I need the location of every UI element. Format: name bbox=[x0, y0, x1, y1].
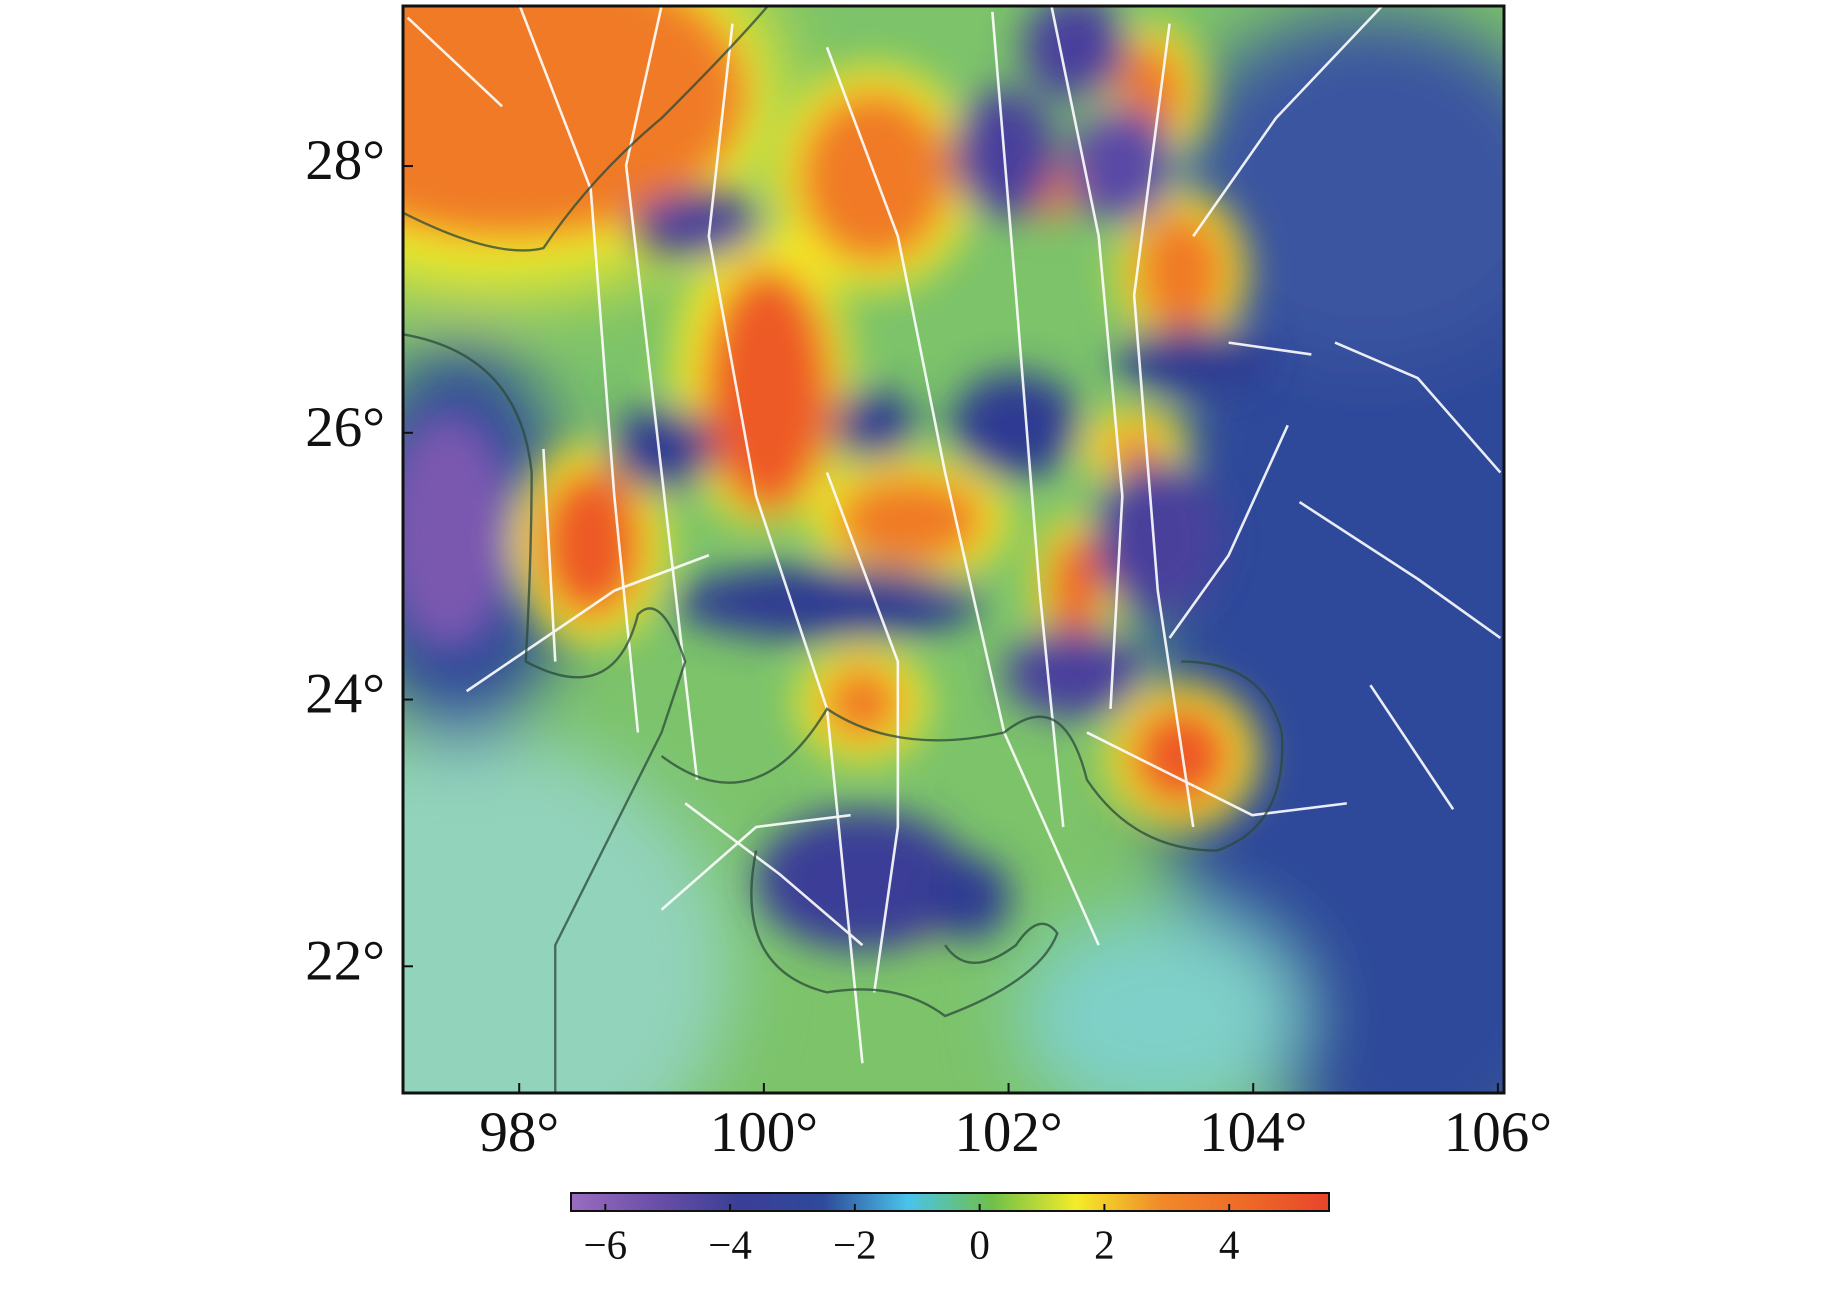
x-tick-label: 100° bbox=[710, 1101, 818, 1164]
colorbar-tick-label: −2 bbox=[833, 1221, 877, 1267]
colorbar bbox=[570, 1192, 1330, 1212]
contours bbox=[402, 5, 1284, 1093]
x-tick-label: 102° bbox=[954, 1101, 1062, 1164]
colorbar-tick-label: 2 bbox=[1094, 1221, 1115, 1267]
colorbar-tick-label: −4 bbox=[708, 1221, 752, 1267]
y-tick-label: 26° bbox=[305, 396, 385, 459]
x-tick-label: 104° bbox=[1199, 1101, 1307, 1164]
x-tick-label: 98° bbox=[479, 1101, 559, 1164]
y-tick-label: 28° bbox=[305, 129, 385, 192]
y-tick-label: 22° bbox=[305, 929, 385, 992]
colorbar-tick-label: −6 bbox=[584, 1221, 628, 1267]
x-tick-label: 106° bbox=[1444, 1101, 1552, 1164]
colorbar-tick-label: 0 bbox=[969, 1221, 990, 1267]
field bbox=[402, 5, 1504, 1093]
faults bbox=[406, 5, 1502, 1064]
y-tick-label: 24° bbox=[305, 663, 385, 726]
plot-frame bbox=[401, 4, 1506, 1095]
colorbar-tick-label: 4 bbox=[1219, 1221, 1240, 1267]
